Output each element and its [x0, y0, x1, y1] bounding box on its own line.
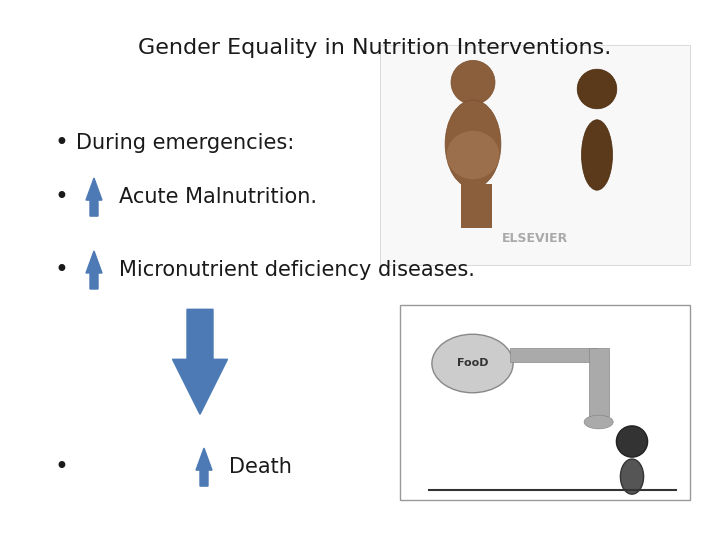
Text: •: • — [54, 455, 68, 479]
Text: ELSEVIER: ELSEVIER — [502, 232, 568, 245]
Text: Gender Equality in Nutrition Interventions.: Gender Equality in Nutrition Interventio… — [138, 38, 611, 58]
Circle shape — [451, 60, 495, 104]
Ellipse shape — [432, 334, 513, 393]
Ellipse shape — [584, 415, 613, 429]
Bar — [588, 348, 609, 416]
Polygon shape — [196, 448, 212, 486]
Bar — [380, 45, 690, 265]
Circle shape — [616, 426, 647, 457]
Polygon shape — [86, 251, 102, 289]
Text: •: • — [54, 185, 68, 209]
Text: Death: Death — [229, 457, 292, 477]
Ellipse shape — [582, 120, 613, 190]
Text: Acute Malnutrition.: Acute Malnutrition. — [119, 187, 317, 207]
Polygon shape — [173, 309, 228, 414]
Polygon shape — [86, 178, 102, 216]
Bar — [400, 305, 690, 500]
Bar — [510, 348, 597, 362]
Circle shape — [577, 69, 617, 109]
Bar — [461, 184, 476, 227]
Text: FooD: FooD — [456, 359, 488, 368]
Ellipse shape — [445, 100, 501, 188]
Ellipse shape — [621, 459, 644, 494]
Bar — [476, 184, 492, 227]
Ellipse shape — [446, 131, 500, 179]
Text: •: • — [54, 131, 68, 155]
Text: Micronutrient deficiency diseases.: Micronutrient deficiency diseases. — [119, 260, 475, 280]
Text: During emergencies:: During emergencies: — [76, 133, 294, 153]
Text: •: • — [54, 258, 68, 282]
